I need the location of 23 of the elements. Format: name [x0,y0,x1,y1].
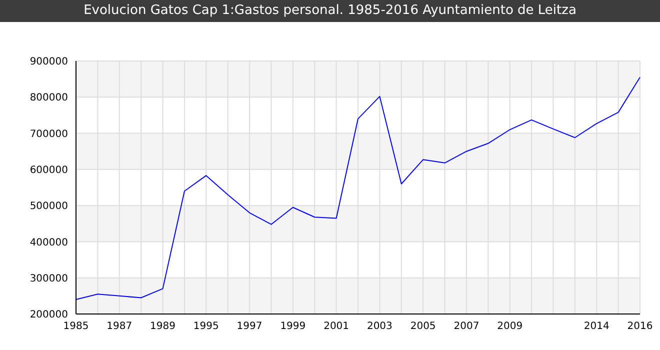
y-tick-label: 200000 [30,310,68,321]
line-series [76,76,640,300]
x-tick-label: 1997 [236,321,262,332]
y-tick-label: 300000 [30,273,68,284]
x-tick-label: 2005 [410,321,436,332]
x-tick-label: 2007 [454,321,480,332]
x-tick-label: 1985 [63,321,89,332]
x-tick-label: 1987 [106,321,132,332]
x-tick-label: 1989 [150,321,176,332]
chart-title: Evolucion Gatos Cap 1:Gastos personal. 1985-2016 Ayuntamiento de Leitza [0,0,660,22]
x-tick-label: 2003 [366,321,392,332]
x-tick-label: 2016 [627,321,653,332]
x-tick-label: 1999 [280,321,306,332]
y-tick-label: 900000 [30,56,68,68]
x-tick-label: 2009 [497,321,523,332]
x-tick-label: 2014 [584,321,610,332]
y-tick-label: 700000 [30,128,68,140]
y-tick-label: 600000 [30,164,68,176]
x-tick-label: 1995 [193,321,219,332]
y-tick-label: 800000 [30,92,68,104]
x-tick-label: 2001 [324,321,350,332]
y-tick-label: 500000 [30,201,68,212]
y-tick-label: 400000 [30,237,68,248]
